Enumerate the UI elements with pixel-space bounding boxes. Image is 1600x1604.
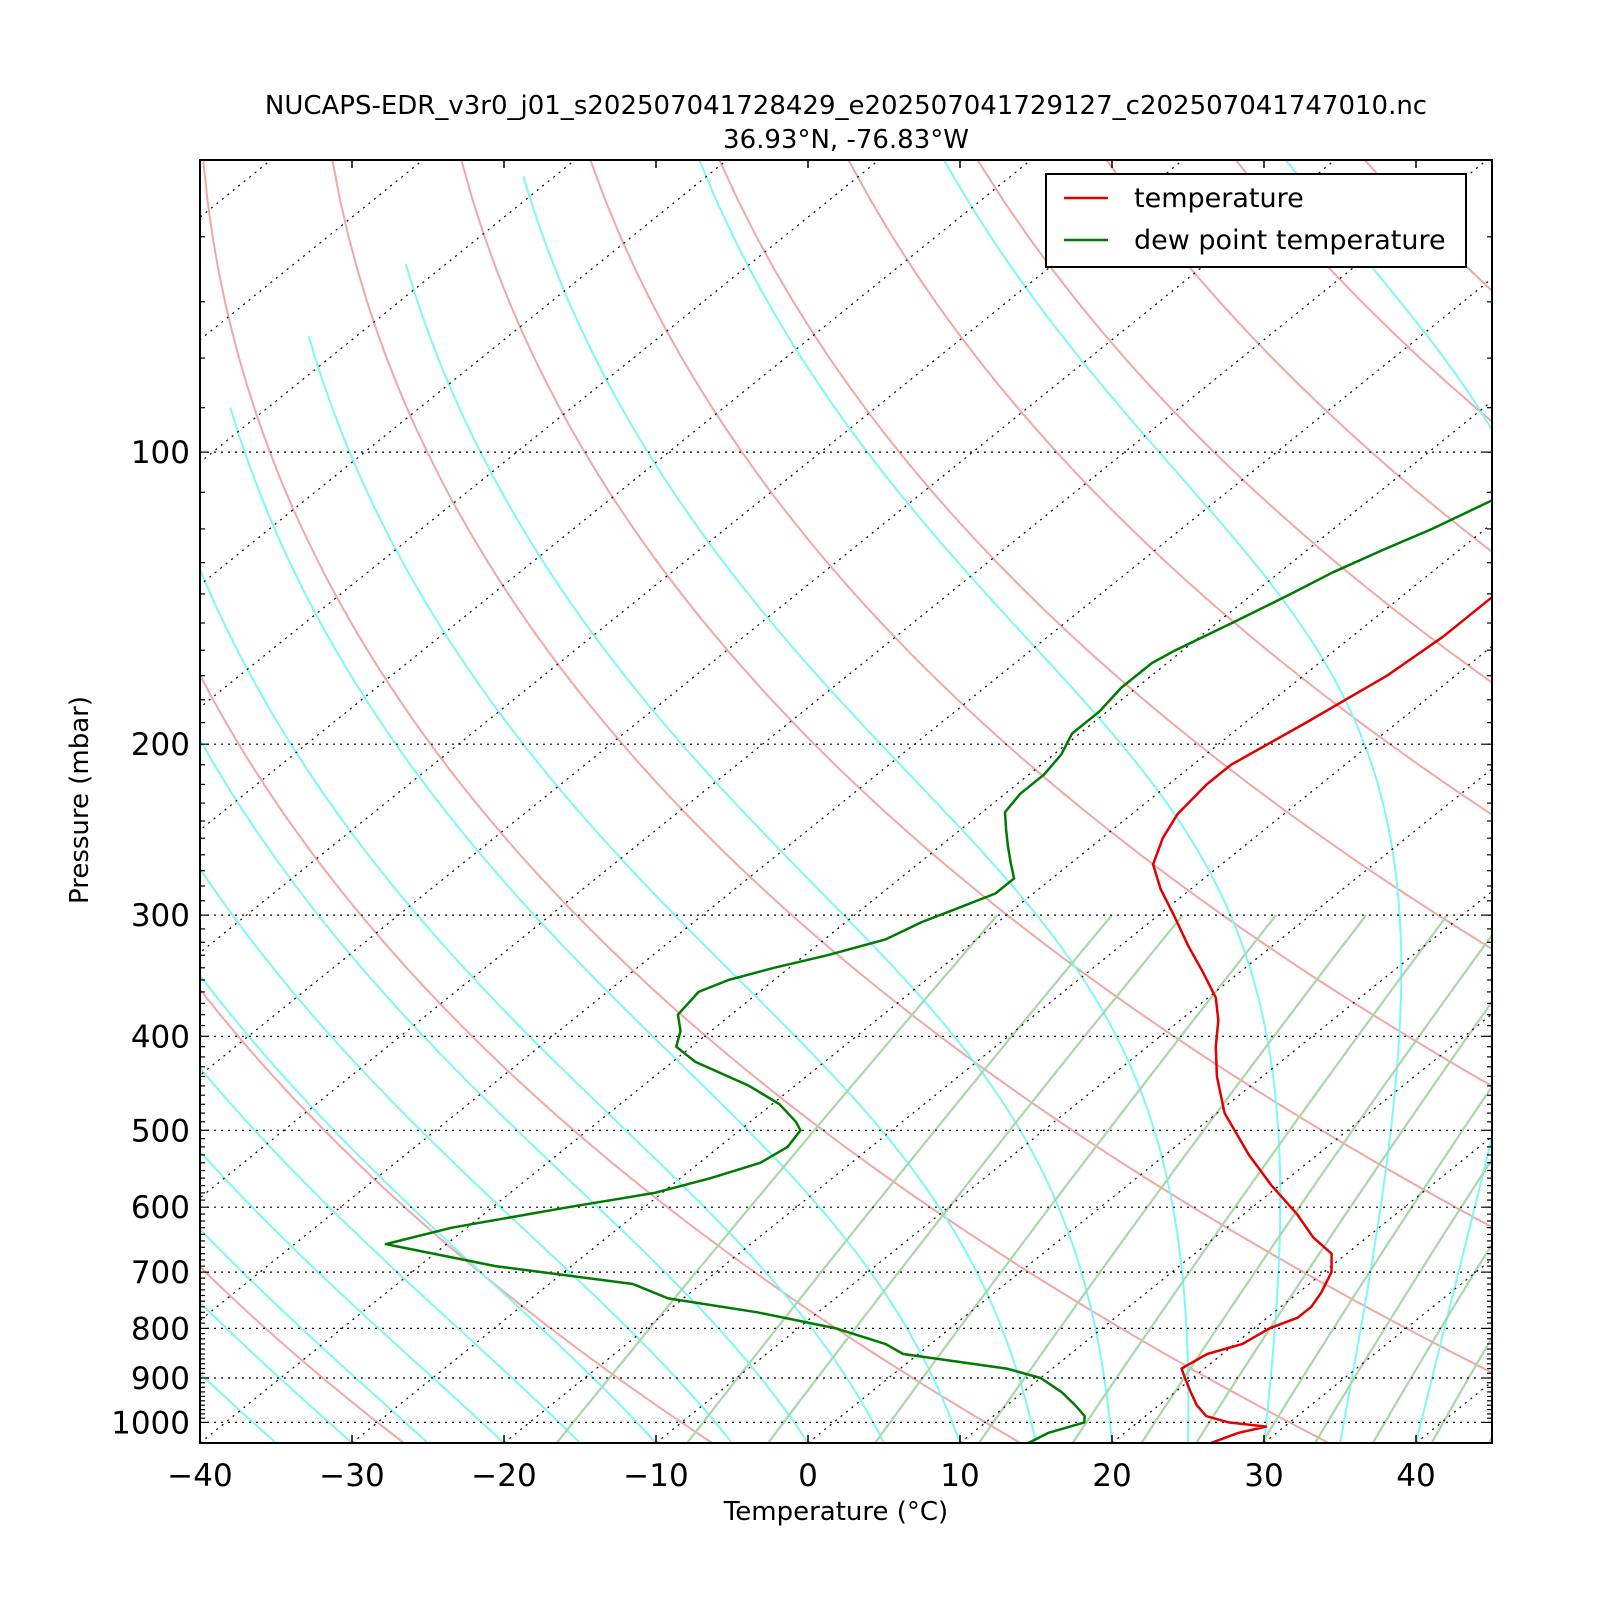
mixing-ratio-line bbox=[1489, 915, 1600, 1443]
dry-adiabat-line bbox=[1236, 160, 1600, 1443]
x-tick-label: 20 bbox=[1092, 1458, 1131, 1494]
dry-adiabat-line bbox=[1494, 160, 1600, 1443]
moist-adiabat-line bbox=[0, 825, 124, 1444]
isotherm-gridline bbox=[1112, 160, 1600, 1443]
y-tick-label: 600 bbox=[131, 1190, 190, 1226]
isotherm-gridline bbox=[0, 160, 727, 1443]
y-tick-label: 500 bbox=[131, 1113, 190, 1149]
axis-ticks bbox=[200, 160, 1492, 1443]
series-line-dew-point-temperature bbox=[386, 160, 1600, 1443]
mixing-ratio-line bbox=[1142, 915, 1507, 1443]
moist-adiabat-line bbox=[161, 460, 884, 1443]
x-axis-label: Temperature (°C) bbox=[723, 1497, 948, 1527]
moist-adiabat-line bbox=[0, 588, 656, 1443]
dry-adiabat-line bbox=[590, 160, 1600, 1443]
x-tick-label: −30 bbox=[319, 1458, 384, 1494]
mixing-ratio-line bbox=[1196, 915, 1554, 1443]
y-tick-label: 900 bbox=[131, 1361, 190, 1397]
profile-series bbox=[386, 160, 1600, 1443]
y-tick-label: 400 bbox=[131, 1019, 190, 1055]
dry-adiabat-line bbox=[719, 160, 1600, 1443]
isotherm-gridline bbox=[48, 160, 1600, 1443]
dry-adiabat-line bbox=[0, 160, 712, 1443]
mixing-ratio-line bbox=[557, 915, 998, 1443]
isotherm-gridline bbox=[1416, 160, 1600, 1443]
dry-adiabat-line bbox=[0, 160, 404, 1443]
legend-label-temperature: temperature bbox=[1134, 183, 1304, 214]
moist-adiabat-line bbox=[309, 336, 1036, 1443]
mixing-ratio-line bbox=[687, 915, 1112, 1443]
y-tick-label: 800 bbox=[131, 1311, 190, 1347]
x-tick-label: 10 bbox=[940, 1458, 979, 1494]
mixing-ratio-line bbox=[1432, 915, 1600, 1443]
plot-frame bbox=[200, 160, 1492, 1443]
legend-label-dewpoint: dew point temperature bbox=[1134, 225, 1446, 256]
mixing-ratio-line bbox=[1073, 915, 1448, 1443]
isotherm-gridline bbox=[504, 160, 1600, 1443]
y-tick-label: 300 bbox=[131, 898, 190, 934]
dry-adiabat-line bbox=[461, 160, 1600, 1443]
mixing-ratio-line bbox=[1262, 915, 1600, 1443]
y-tick-label: 700 bbox=[131, 1255, 190, 1291]
isotherm-gridline bbox=[1568, 160, 1600, 1443]
mixing-ratio-line bbox=[1315, 915, 1600, 1443]
isotherm-gridline bbox=[0, 160, 271, 1443]
y-axis-label: Pressure (mbar) bbox=[65, 696, 95, 904]
chart-title: NUCAPS-EDR_v3r0_j01_s202507041728429_e20… bbox=[265, 91, 1427, 121]
x-tick-label: −20 bbox=[471, 1458, 536, 1494]
isotherm-gridline bbox=[0, 160, 423, 1443]
series-line-temperature bbox=[1153, 185, 1600, 1443]
legend: temperature dew point temperature bbox=[1046, 174, 1466, 267]
y-tick-label: 100 bbox=[131, 435, 190, 471]
y-tick-label: 200 bbox=[131, 727, 190, 763]
y-tick-label: 1000 bbox=[111, 1405, 190, 1441]
x-tick-label: 40 bbox=[1396, 1458, 1435, 1494]
mixing-ratio-line bbox=[875, 915, 1276, 1443]
mixing-ratio-line bbox=[979, 915, 1366, 1443]
x-tick-label: 0 bbox=[798, 1458, 818, 1494]
background-thermo-lines bbox=[0, 160, 1600, 1443]
pressure-gridlines bbox=[200, 452, 1492, 1422]
isotherm-gridline bbox=[0, 160, 1031, 1443]
dry-adiabat-line bbox=[203, 160, 1329, 1443]
x-tick-label: −40 bbox=[167, 1458, 232, 1494]
moist-adiabat-line bbox=[699, 160, 1280, 1443]
moist-adiabat-line bbox=[230, 408, 960, 1443]
x-tick-label: 30 bbox=[1244, 1458, 1283, 1494]
mixing-ratio-line bbox=[1543, 915, 1600, 1443]
dry-adiabat-line bbox=[978, 160, 1600, 1443]
isotherm-gridline bbox=[1264, 160, 1600, 1443]
x-tick-label: −10 bbox=[623, 1458, 688, 1494]
isotherm-gridline bbox=[200, 160, 1600, 1443]
chart-subtitle: 36.93°N, -76.83°W bbox=[723, 125, 969, 155]
